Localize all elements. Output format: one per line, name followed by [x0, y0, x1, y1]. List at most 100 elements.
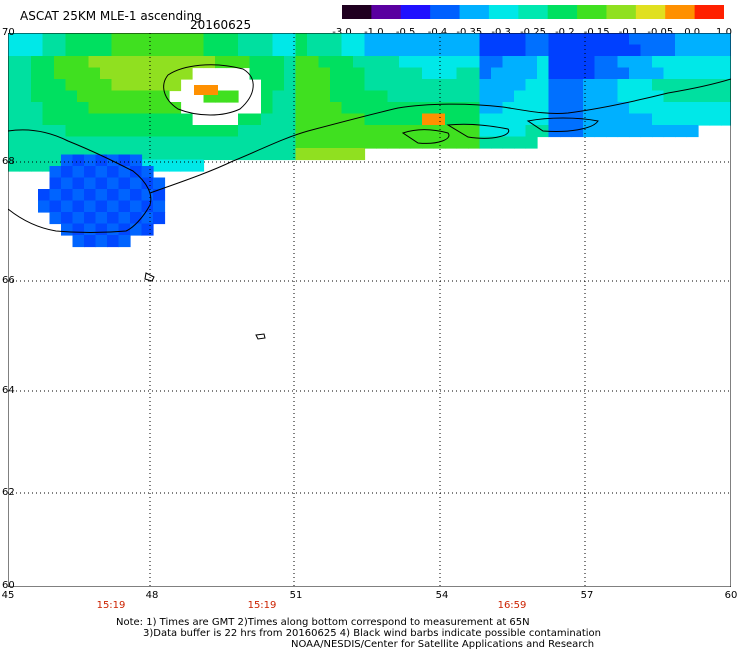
wind-cell — [226, 148, 239, 161]
wind-cell — [272, 90, 285, 103]
wind-cell — [203, 148, 216, 161]
wind-cell — [215, 125, 228, 138]
color-bar-swatch — [665, 5, 696, 19]
wind-cell — [525, 113, 538, 126]
wind-cell — [502, 33, 515, 46]
color-bar-swatch — [400, 5, 431, 19]
wind-cell — [502, 136, 515, 149]
wind-cell — [721, 113, 731, 126]
wind-cell — [249, 67, 262, 80]
wind-cell — [525, 90, 538, 103]
wind-cell — [422, 44, 435, 57]
wind-cell — [583, 33, 596, 46]
wind-cell — [537, 79, 550, 92]
wind-cell — [261, 67, 274, 80]
wind-cell — [594, 67, 607, 80]
wind-cell — [261, 44, 274, 57]
wind-cell — [272, 102, 285, 115]
wind-cell — [433, 113, 446, 126]
wind-cell — [468, 125, 481, 138]
wind-cell — [111, 33, 124, 46]
wind-cell — [617, 33, 630, 46]
wind-cell — [675, 56, 688, 69]
plot-title: ASCAT 25KM MLE-1 ascending — [20, 9, 202, 23]
wind-cell — [169, 136, 182, 149]
wind-cell — [8, 44, 21, 57]
wind-cell — [31, 67, 44, 80]
wind-cell — [146, 67, 159, 80]
wind-cell — [525, 44, 538, 57]
wind-cell — [491, 136, 504, 149]
wind-cell — [226, 33, 239, 46]
wind-cell — [157, 90, 170, 103]
wind-cell — [537, 67, 550, 80]
wind-cell — [111, 136, 124, 149]
wind-cell — [410, 56, 423, 69]
wind-cell — [525, 67, 538, 80]
wind-cell — [141, 200, 154, 213]
wind-cell — [134, 102, 147, 115]
wind-cell — [8, 102, 21, 115]
wind-cell — [721, 102, 731, 115]
wind-cell — [38, 200, 51, 213]
wind-cell — [525, 33, 538, 46]
wind-cell — [238, 136, 251, 149]
wind-cell — [525, 56, 538, 69]
wind-cell — [88, 113, 101, 126]
wind-cell — [686, 125, 699, 138]
wind-cell — [479, 79, 492, 92]
lon-label-45: 45 — [1, 590, 15, 601]
wind-cell — [226, 44, 239, 57]
wind-cell — [468, 44, 481, 57]
wind-cell — [721, 90, 731, 103]
wind-cell — [107, 212, 120, 225]
wind-cell — [118, 212, 131, 225]
wind-cell — [652, 90, 665, 103]
wind-cell — [364, 67, 377, 80]
wind-cell — [525, 136, 538, 149]
wind-cell — [31, 56, 44, 69]
wind-cell — [330, 125, 343, 138]
wind-cell — [249, 33, 262, 46]
wind-cell — [8, 125, 21, 138]
wind-cell — [422, 102, 435, 115]
wind-cell — [617, 79, 630, 92]
wind-cell — [8, 90, 21, 103]
wind-cell — [640, 113, 653, 126]
wind-cell — [675, 44, 688, 57]
wind-cell — [295, 33, 308, 46]
wind-cell — [456, 113, 469, 126]
wind-cell — [318, 148, 331, 161]
wind-cell — [491, 67, 504, 80]
lon-label-48: 48 — [145, 590, 159, 601]
wind-cell — [49, 177, 62, 190]
wind-cell — [169, 44, 182, 57]
wind-cell — [134, 44, 147, 57]
wind-cell — [491, 90, 504, 103]
wind-cell — [272, 125, 285, 138]
wind-cell — [594, 44, 607, 57]
wind-cell — [456, 102, 469, 115]
wind-cell — [353, 125, 366, 138]
wind-cell — [192, 136, 205, 149]
wind-cell — [84, 177, 97, 190]
wind-cell — [261, 125, 274, 138]
wind-cell — [698, 44, 711, 57]
wind-cell — [629, 33, 642, 46]
wind-cell — [84, 235, 97, 248]
wind-cell — [629, 125, 642, 138]
wind-cell — [153, 189, 166, 202]
wind-cell — [652, 33, 665, 46]
wind-cell — [548, 79, 561, 92]
time-label-2: 15:19 — [247, 600, 277, 611]
wind-cell — [341, 102, 354, 115]
wind-cell — [376, 33, 389, 46]
wind-cell — [72, 200, 85, 213]
wind-cell — [77, 102, 90, 115]
wind-cell — [399, 90, 412, 103]
wind-cell — [49, 166, 62, 179]
wind-cell — [387, 102, 400, 115]
wind-cell — [203, 125, 216, 138]
wind-cell — [364, 102, 377, 115]
wind-cell — [514, 56, 527, 69]
